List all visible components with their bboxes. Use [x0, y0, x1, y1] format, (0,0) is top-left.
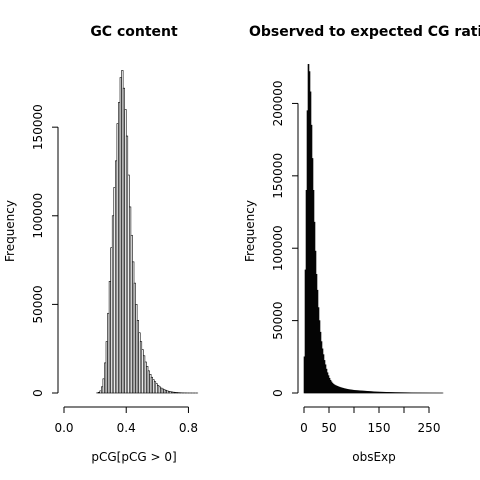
histogram-bars-obsexp	[303, 64, 444, 394]
y-tick-label: 0	[271, 389, 285, 397]
y-axis-gc: 0 50000 100000 150000	[31, 104, 59, 397]
y-tick-label: 200000	[271, 81, 285, 127]
x-tick-label: 0.4	[117, 421, 136, 435]
x-tick-label: 0	[300, 421, 308, 435]
x-tick-label: 50	[321, 421, 336, 435]
y-tick-label: 50000	[271, 302, 285, 340]
x-tick-label: 0.8	[179, 421, 198, 435]
y-tick-label: 100000	[31, 193, 45, 239]
y-tick-label: 100000	[271, 225, 285, 271]
y-tick-label: 150000	[271, 153, 285, 199]
y-tick-label: 0	[31, 389, 45, 397]
x-tick-label: 150	[368, 421, 391, 435]
chart-obs-exp: Observed to expected CG ratio 0 50000 1000…	[243, 24, 480, 464]
y-axis-obsexp: 0 50000 100000 150000 200000	[271, 81, 299, 397]
y-axis-label-gc: Frequency	[3, 200, 17, 262]
x-tick-label: 250	[418, 421, 441, 435]
x-axis-label-obsexp: obsExp	[352, 450, 396, 464]
x-axis-gc: 0.0 0.4 0.8	[54, 406, 198, 435]
y-tick-label: 150000	[31, 104, 45, 150]
histogram-bars-gc	[96, 70, 199, 394]
x-tick-label: 0.0	[54, 421, 73, 435]
x-axis-label-gc: pCG[pCG > 0]	[91, 450, 176, 464]
chart-title-obs-exp: Observed to expected CG ratio	[249, 24, 480, 40]
x-axis-obsexp: 0 50 150 250	[300, 406, 441, 435]
y-axis-label-obsexp: Frequency	[243, 200, 257, 262]
chart-title-gc-content: GC content	[90, 24, 178, 40]
y-tick-label: 50000	[31, 285, 45, 323]
